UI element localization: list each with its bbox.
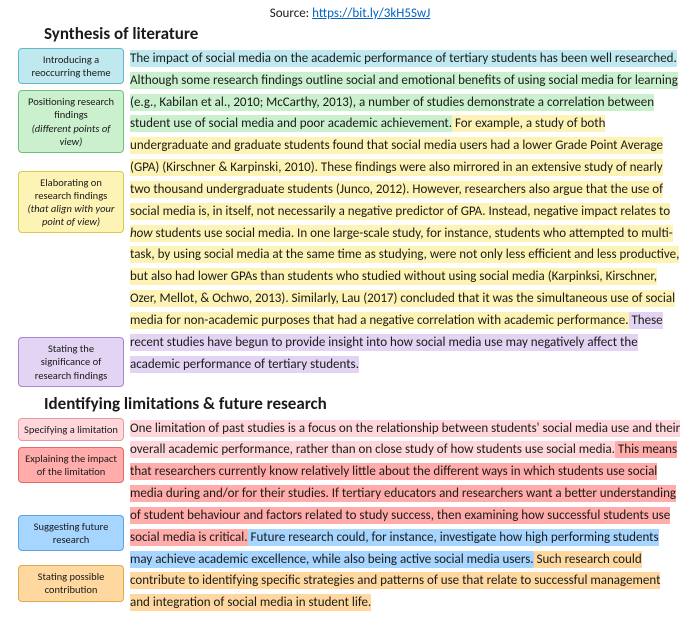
highlighted-run: The impact of social media on the academ… [130,50,677,67]
section2-title: Identifying limitations & future researc… [44,393,682,414]
annotation-label: Introducing a reoccurring theme [18,48,124,84]
section2-labels: Specifying a limitation Explaining the im… [18,418,130,602]
annotation-label: Stating possible contribution [18,565,124,601]
annotation-label: Explaining the impact of the limitation [18,447,124,483]
annotation-label-text: Elaborating on research findings [35,176,108,202]
source-line: Source: https://bit.ly/3kH5SwJ [18,6,682,21]
page-root: Source: https://bit.ly/3kH5SwJ Synthesis… [0,0,700,628]
highlighted-run: For example, a study of both undergradua… [130,115,679,328]
annotation-label-text: Stating the significance of research fin… [35,342,108,381]
annotation-label-text: Suggesting future research [34,520,109,546]
annotation-label-text: Explaining the impact of the limitation [25,452,117,478]
section1-row: Introducing a reoccurring theme Positioni… [18,48,682,387]
source-prefix: Source: [270,6,312,21]
annotation-label: Suggesting future research [18,515,124,551]
section1-title: Synthesis of literature [44,23,682,44]
annotation-label: Elaborating on research findings(that al… [18,171,124,234]
section1-labels: Introducing a reoccurring theme Positioni… [18,48,130,387]
annotation-label-text: Stating possible contribution [38,570,105,596]
annotation-label-subtext: (different points of view) [23,122,119,148]
source-link[interactable]: https://bit.ly/3kH5SwJ [312,6,430,21]
annotation-label-text: Specifying a limitation [24,423,118,436]
annotation-label: Specifying a limitation [18,418,124,441]
annotation-label-subtext: (that align with your point of view) [23,202,119,228]
section1-text: The impact of social media on the academ… [130,48,682,375]
section2-text: One limitation of past studies is a focu… [130,418,682,614]
annotation-label-text: Introducing a reoccurring theme [31,53,110,79]
annotation-label: Stating the significance of research fin… [18,337,124,386]
section2-row: Specifying a limitation Explaining the im… [18,418,682,614]
annotation-label: Positioning research findings(different … [18,90,124,153]
annotation-label-text: Positioning research findings [28,95,114,121]
highlighted-run: One limitation of past studies is a focu… [130,420,680,459]
